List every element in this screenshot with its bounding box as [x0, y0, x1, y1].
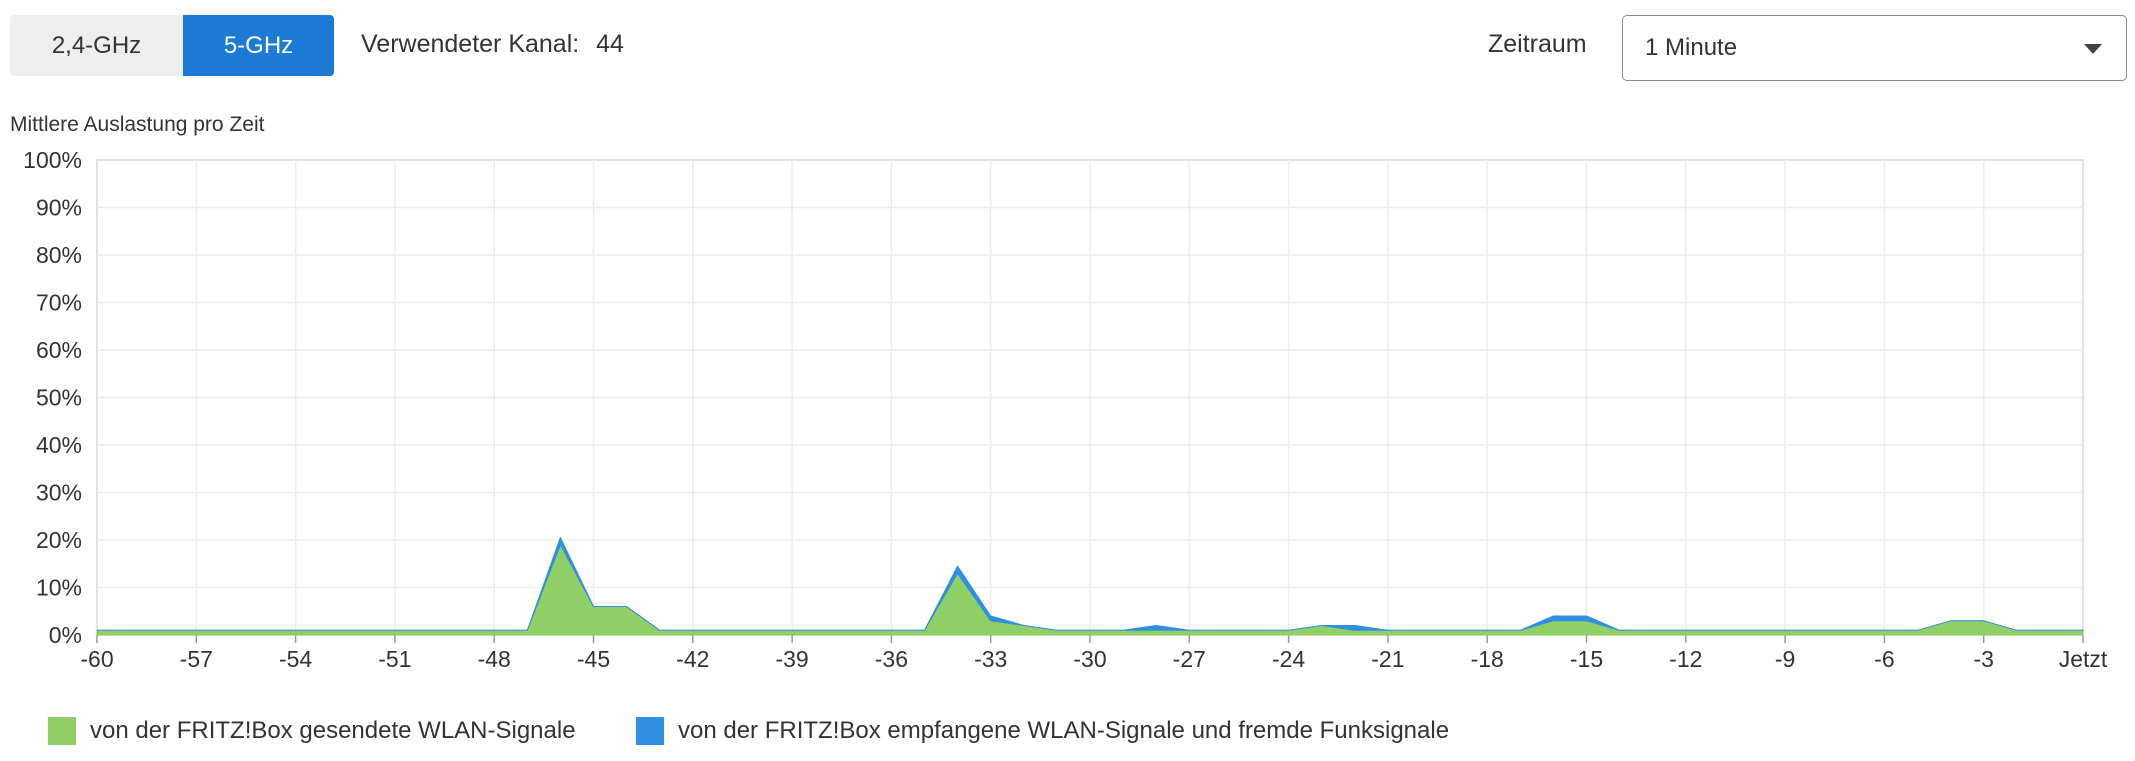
legend-item-received: von der FRITZ!Box empfangene WLAN-Signal… [636, 717, 1449, 745]
y-tick-label: 30% [36, 480, 82, 506]
chart-title: Mittlere Auslastung pro Zeit [10, 113, 265, 136]
channel-value: 44 [596, 30, 624, 58]
y-tick-label: 90% [36, 195, 82, 221]
x-tick-label: -54 [279, 646, 312, 672]
chart-ticks: 0% 10% 20% 30% 40% 50% 60% 70% 80% 90% 100% -60 -57 -… [23, 147, 2108, 672]
x-tick-label: -42 [676, 646, 709, 672]
x-tick-label: -9 [1775, 646, 1795, 672]
y-tick-label: 10% [36, 575, 82, 601]
y-tick-label: 60% [36, 337, 82, 363]
x-tick-label: -45 [577, 646, 610, 672]
x-tick-label: -12 [1669, 646, 1702, 672]
x-tick-label: -48 [478, 646, 511, 672]
x-tick-label: -15 [1570, 646, 1603, 672]
x-tick-label: -21 [1371, 646, 1404, 672]
x-tick-label: -60 [80, 646, 113, 672]
x-tick-label: Jetzt [2059, 646, 2108, 672]
x-tick-label: -18 [1471, 646, 1504, 672]
period-select[interactable]: 1 Minute [1622, 15, 2127, 81]
chart-grid [96, 159, 2084, 643]
y-tick-label: 80% [36, 242, 82, 268]
x-tick-label: -51 [378, 646, 411, 672]
x-tick-label: -27 [1173, 646, 1206, 672]
y-tick-label: 100% [23, 147, 82, 173]
legend-item-sent: von der FRITZ!Box gesendete WLAN-Signale [48, 717, 576, 745]
x-tick-label: -3 [1973, 646, 1993, 672]
x-tick-label: -33 [974, 646, 1007, 672]
legend-label-sent: von der FRITZ!Box gesendete WLAN-Signale [90, 717, 576, 744]
x-tick-label: -57 [180, 646, 213, 672]
chevron-down-icon [2084, 44, 2102, 54]
x-tick-label: -6 [1874, 646, 1894, 672]
x-tick-label: -30 [1073, 646, 1106, 672]
y-tick-label: 20% [36, 527, 82, 553]
y-tick-label: 0% [49, 622, 82, 648]
channel-label: Verwendeter Kanal: [361, 30, 580, 58]
band-5ghz-button[interactable]: 5-GHz [183, 15, 334, 76]
y-tick-label: 40% [36, 432, 82, 458]
period-selected-value: 1 Minute [1645, 34, 1738, 61]
period-label: Zeitraum [1488, 30, 1587, 58]
x-tick-label: -36 [875, 646, 908, 672]
band-24ghz-button[interactable]: 2,4-GHz [10, 15, 183, 76]
legend-label-received: von der FRITZ!Box empfangene WLAN-Signal… [678, 717, 1450, 744]
y-tick-label: 50% [36, 385, 82, 411]
band-toggle: 2,4-GHz 5-GHz [10, 15, 334, 76]
x-tick-label: -24 [1272, 646, 1305, 672]
y-tick-label: 70% [36, 290, 82, 316]
legend-swatch-sent [48, 717, 76, 745]
channel-info: Verwendeter Kanal: 44 [361, 30, 624, 59]
chart-areas [96, 537, 2084, 636]
series-area-1 [96, 537, 2084, 631]
legend-swatch-received [636, 717, 664, 745]
x-tick-label: -39 [775, 646, 808, 672]
